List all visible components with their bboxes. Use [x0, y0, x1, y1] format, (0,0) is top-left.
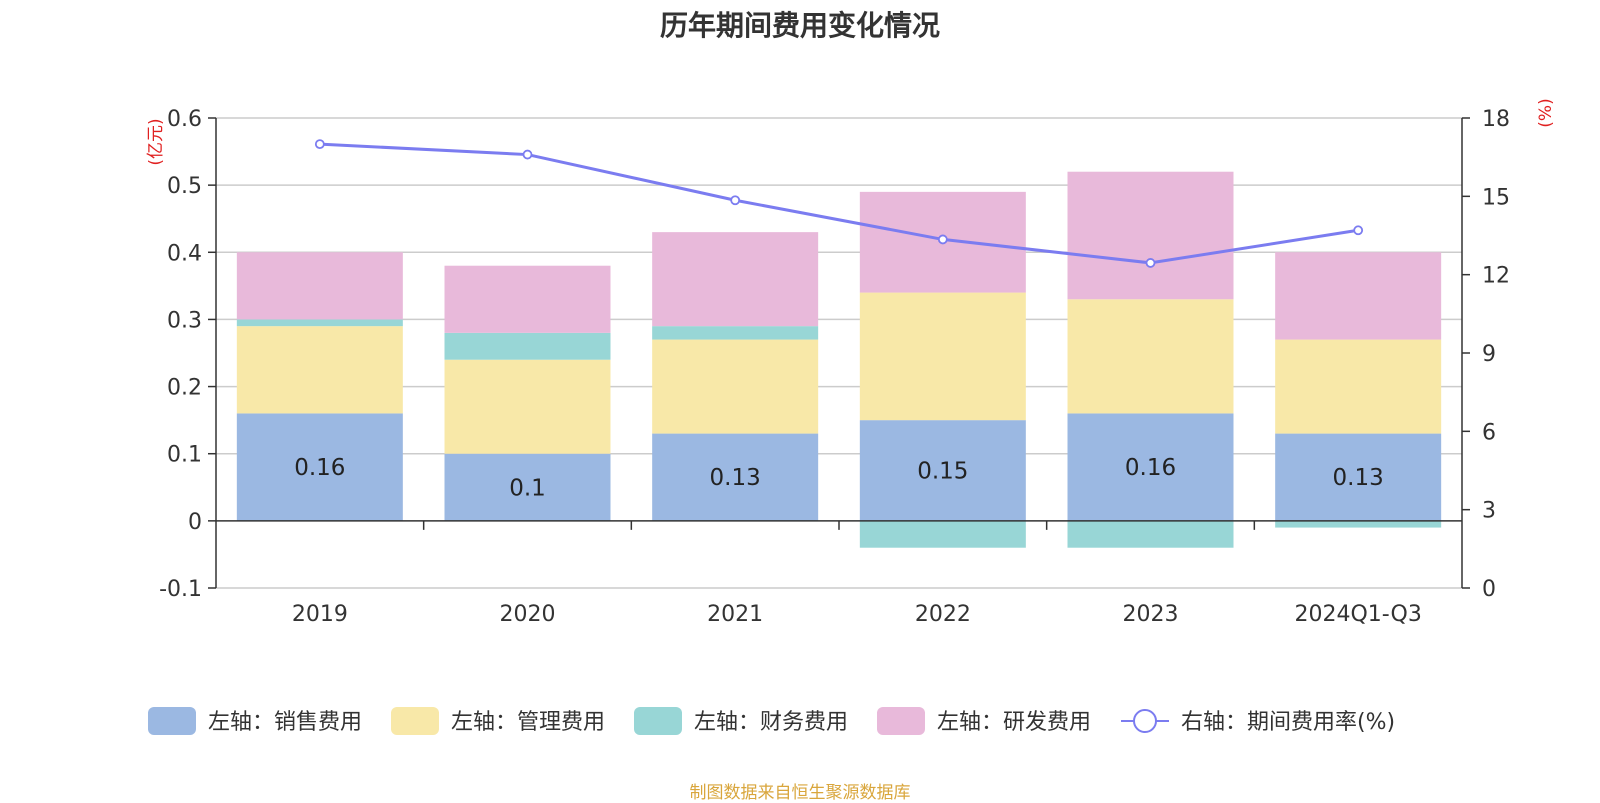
right-tick-label: 12 [1482, 264, 1510, 289]
rate-point [1353, 225, 1364, 236]
category-label: 2019 [292, 602, 348, 627]
bar-segment-1 [444, 453, 611, 521]
right-tick-label: 6 [1482, 420, 1496, 445]
bar-segment-3 [236, 319, 403, 327]
bar-value-label: 0.13 [710, 465, 761, 491]
legend-circle-marker [1133, 709, 1157, 733]
left-tick-label: 0.6 [167, 107, 202, 132]
left-tick-label: 0 [188, 510, 202, 535]
category-label: 2021 [707, 602, 763, 627]
legend-label-5: 右轴：期间费用率(%) [1181, 710, 1395, 735]
left-tick-label: -0.1 [159, 577, 202, 602]
right-tick-label: 15 [1482, 185, 1510, 210]
legend-label-1: 左轴：销售费用 [208, 710, 362, 735]
bar-segment-2 [236, 326, 403, 414]
axes: -0.1 0 0.1 0.2 0.3 0.4 0.5 0.6 0 3 6 9 12 15 18 (亿元) (%)… [146, 98, 1556, 627]
category-label: 2024Q1-Q3 [1294, 602, 1421, 627]
bar-segment-1 [1067, 413, 1234, 521]
rate-point [730, 195, 741, 206]
bar-value-label: 0.13 [1333, 465, 1384, 491]
rate-line-series [314, 139, 1364, 268]
rate-line [319, 142, 1359, 265]
left-tick-label: 0.2 [167, 376, 202, 401]
category-label: 2023 [1123, 602, 1179, 627]
bar-segment-2 [444, 359, 611, 454]
bar-segment-4 [444, 265, 611, 333]
legend-swatch-4 [877, 707, 925, 735]
rate-point [1145, 258, 1156, 268]
gridlines [216, 117, 1462, 589]
data-labels: 0.16 0.1 0.13 0.15 0.16 0.13 [294, 455, 1384, 501]
bar-value-label: 0.15 [917, 459, 968, 485]
chart-title: 历年期间费用变化情况 [659, 10, 940, 41]
bar-value-label: 0.16 [1125, 455, 1176, 481]
bar-segment-3 [859, 520, 1026, 548]
bar-segment-2 [1275, 339, 1442, 434]
bar-segment-1 [652, 433, 819, 521]
bar-value-label: 0.1 [509, 475, 546, 501]
legend-label-3: 左轴：财务费用 [694, 710, 848, 735]
bar-segment-1 [859, 420, 1026, 521]
bar-segment-3 [652, 326, 819, 340]
legend-swatch-2 [391, 707, 439, 735]
legend-swatch-1 [148, 707, 196, 735]
bar-segment-2 [1067, 299, 1234, 414]
bar-segment-3 [1275, 520, 1442, 528]
bar-segment-4 [1275, 252, 1442, 340]
legend-swatch-3 [634, 707, 682, 735]
left-axis-unit: (亿元) [146, 118, 166, 165]
bar-segment-4 [236, 252, 403, 320]
right-tick-label: 3 [1482, 499, 1496, 524]
source-note: 制图数据来自恒生聚源数据库 [689, 783, 911, 802]
bar-segment-4 [652, 232, 819, 327]
left-tick-label: 0.3 [167, 308, 202, 333]
right-tick-label: 18 [1482, 107, 1510, 132]
bar-value-label: 0.16 [294, 455, 345, 481]
bar-series [236, 171, 1442, 548]
bar-segment-3 [444, 332, 611, 360]
left-tick-label: 0.4 [167, 241, 202, 266]
bar-segment-3 [1067, 520, 1234, 548]
bar-segment-2 [652, 339, 819, 434]
legend: 左轴：销售费用 左轴：管理费用 左轴：财务费用 左轴：研发费用 右轴：期间费用率(%) [148, 707, 1395, 735]
bar-segment-1 [1275, 433, 1442, 521]
rate-point [937, 234, 948, 245]
category-label: 2020 [500, 602, 556, 627]
left-tick-label: 0.1 [167, 443, 202, 468]
bar-segment-2 [859, 292, 1026, 421]
right-tick-label: 0 [1482, 577, 1496, 602]
rate-point [522, 149, 533, 160]
bar-segment-1 [236, 413, 403, 521]
left-tick-label: 0.5 [167, 174, 202, 199]
right-tick-label: 9 [1482, 342, 1496, 367]
legend-label-4: 左轴：研发费用 [937, 710, 1091, 735]
rate-point [314, 139, 325, 150]
right-axis-unit: (%) [1536, 98, 1556, 127]
category-label: 2022 [915, 602, 971, 627]
legend-label-2: 左轴：管理费用 [451, 710, 605, 735]
bar-segment-4 [1067, 171, 1234, 300]
